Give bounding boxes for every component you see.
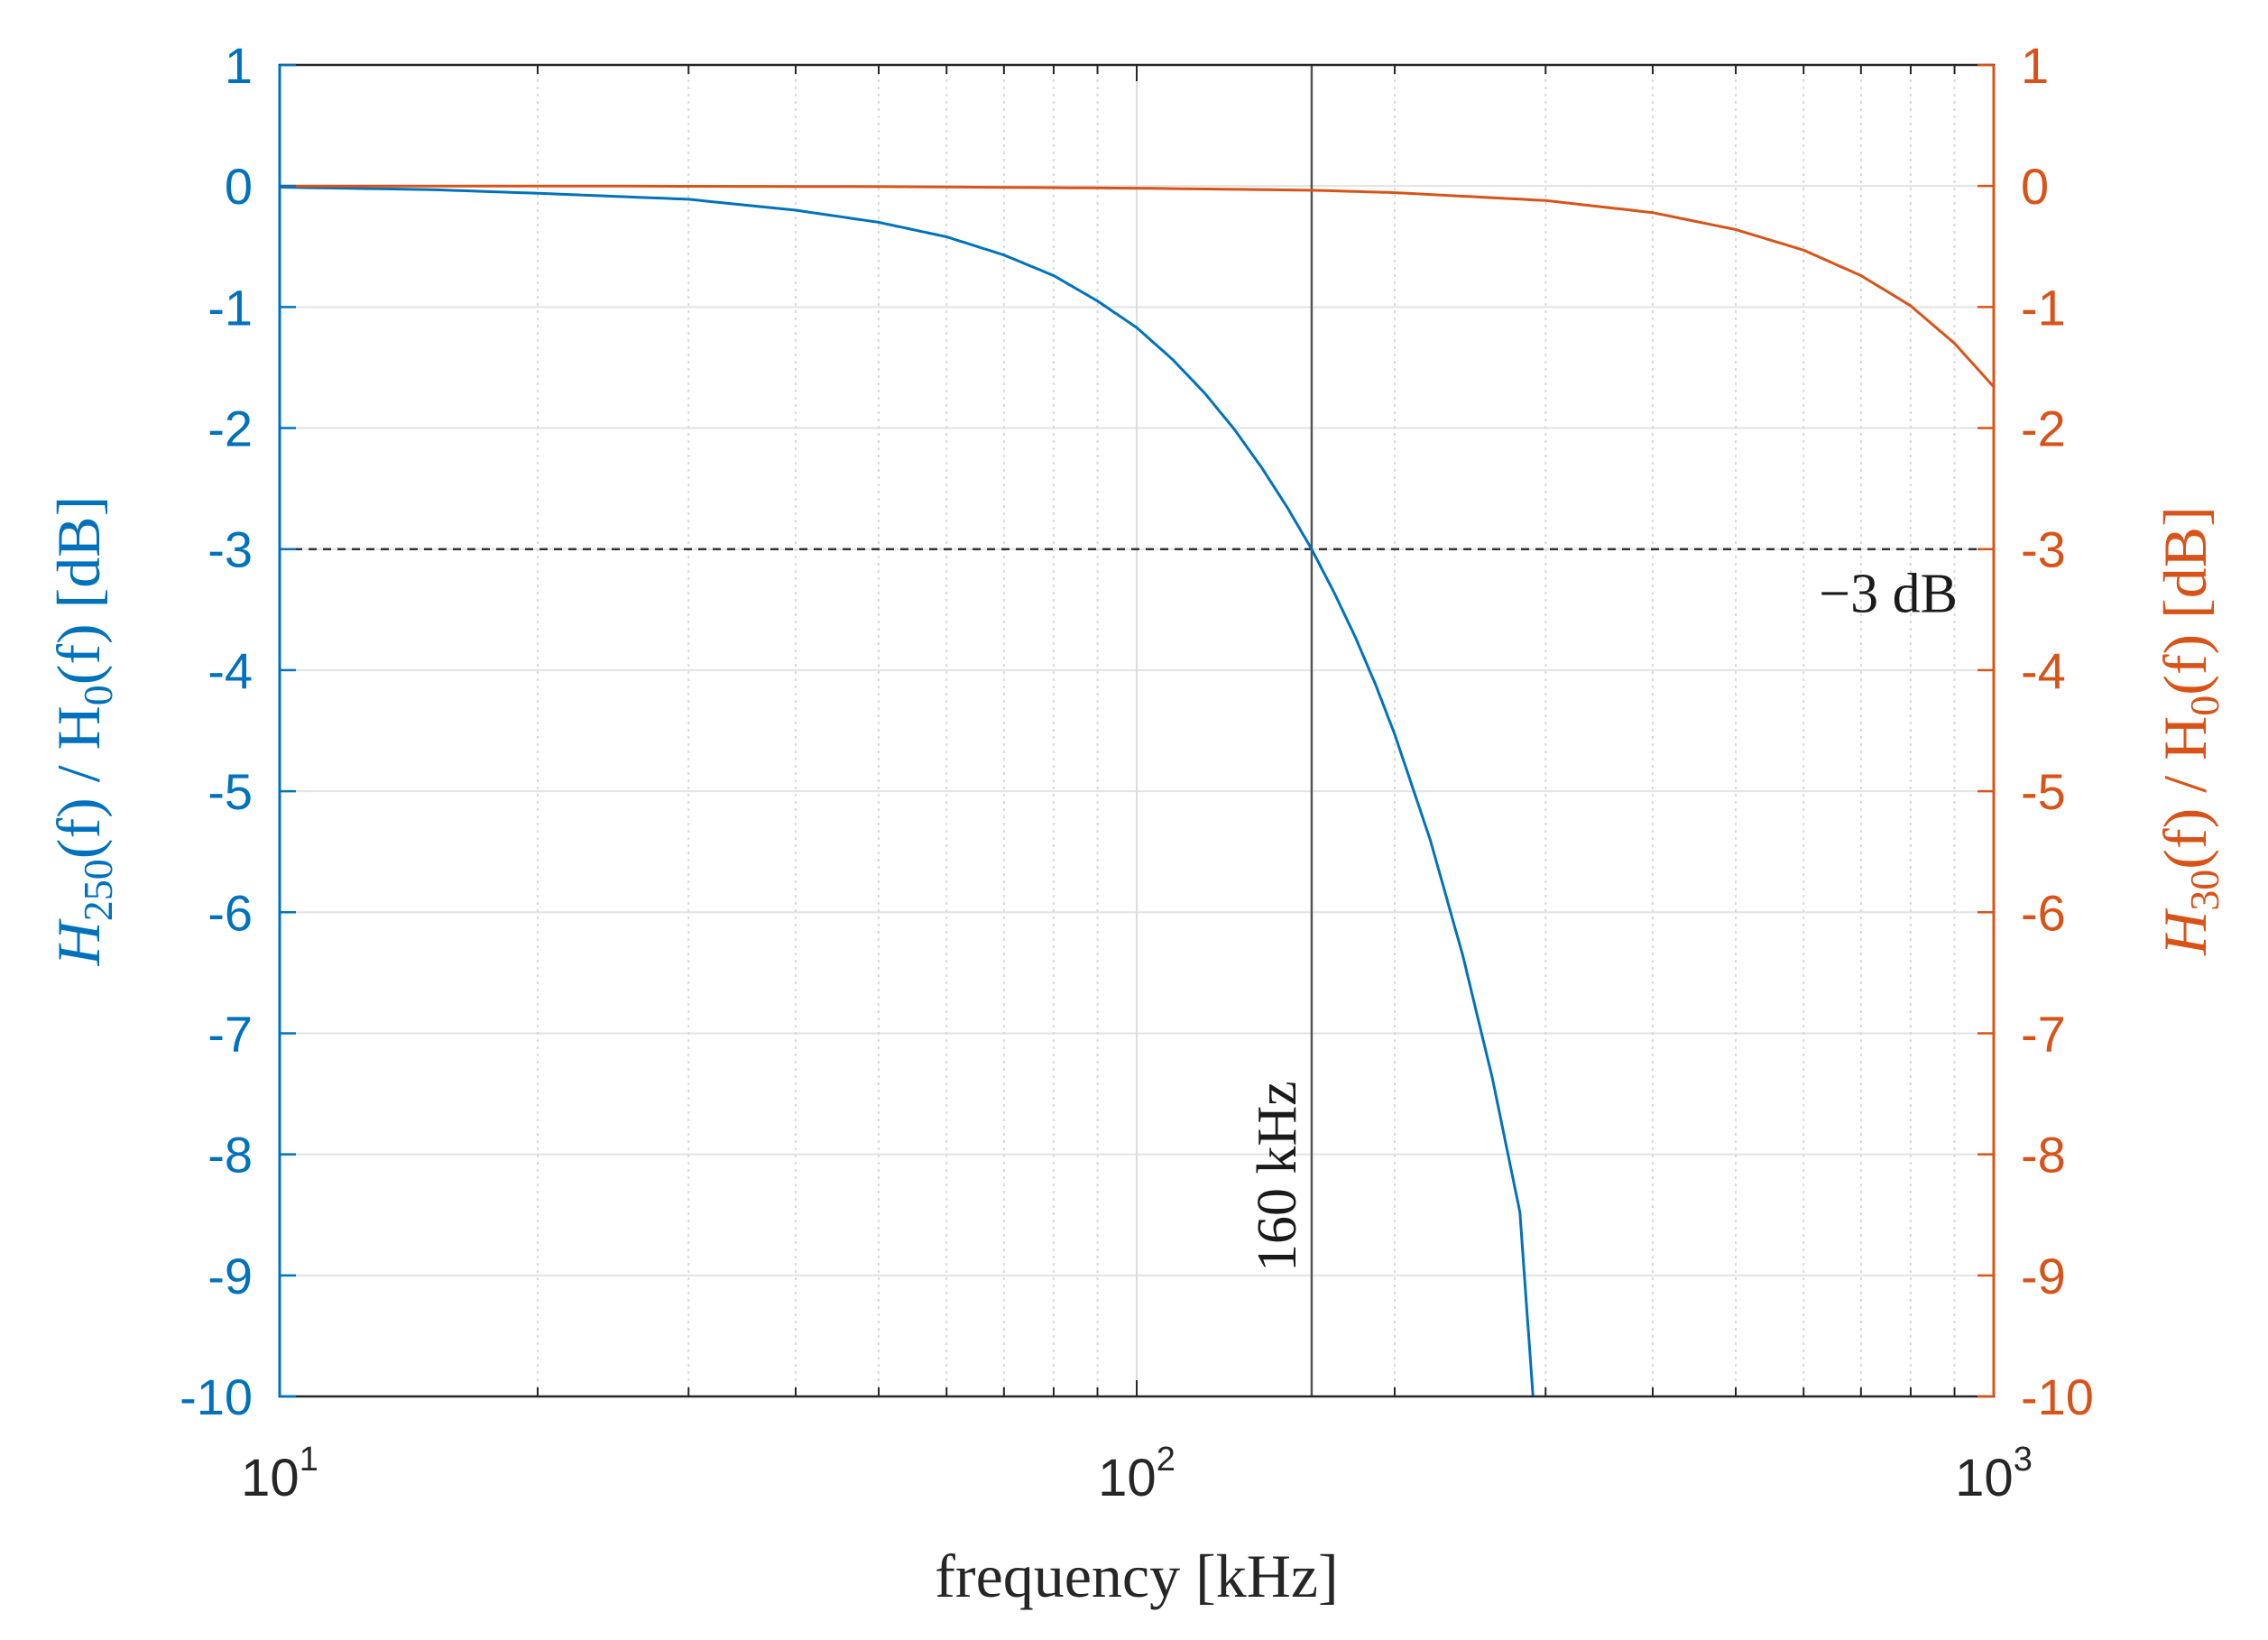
- y-axis-left: 1 0 -1 -2 -3 -4 -5 -6 -7 -8 -9 -10: [180, 37, 296, 1425]
- annotation-minus3db: −3 dB: [1819, 564, 1958, 625]
- y-tick-label-right: -5: [2021, 763, 2066, 820]
- y-tick-label-left: 0: [225, 158, 253, 215]
- y-tick-label-right: -1: [2021, 279, 2066, 336]
- series-h250: [279, 186, 1535, 1397]
- annotations: −3 dB 160 kHz: [1247, 564, 1958, 1272]
- y-tick-label-left: -8: [207, 1127, 253, 1184]
- y-tick-label-left: -1: [207, 279, 253, 336]
- y-tick-label-left: -7: [207, 1005, 253, 1062]
- axis-labels: frequency [kHz] H250(f) / H0(f) [dB] H30(f…: [44, 496, 2227, 1610]
- y-tick-label-left: -5: [207, 763, 253, 820]
- y-tick-label-right: -3: [2021, 521, 2066, 578]
- y-tick-label-left: -3: [207, 521, 253, 578]
- y-tick-label-right: 1: [2021, 37, 2049, 94]
- x-axis: 101 102 103: [241, 65, 2033, 1507]
- y-tick-label-left: -9: [207, 1248, 253, 1304]
- x-tick-label: 103: [1955, 1441, 2033, 1507]
- y-tick-label-right: -4: [2021, 642, 2066, 699]
- y-axis-label-right: H30(f) / H0(f) [dB]: [2151, 506, 2227, 956]
- y-axis-right: 1 0 -1 -2 -3 -4 -5 -6 -7 -8 -9 -10: [1978, 37, 2094, 1425]
- x-axis-label: frequency [kHz]: [935, 1542, 1338, 1610]
- y-tick-label-right: -9: [2021, 1248, 2066, 1304]
- y-tick-label-right: -7: [2021, 1005, 2066, 1062]
- y-axis-label-left: H250(f) / H0(f) [dB]: [44, 496, 121, 967]
- y-tick-label-left: -6: [207, 884, 253, 941]
- x-tick-label: 102: [1098, 1441, 1175, 1507]
- annotation-160khz: 160 kHz: [1247, 1081, 1308, 1272]
- y-tick-label-right: -8: [2021, 1127, 2066, 1184]
- y-tick-label-left: -2: [207, 401, 253, 457]
- y-tick-label-right: -2: [2021, 401, 2066, 457]
- y-tick-label-left: -4: [207, 642, 253, 699]
- y-tick-label-right: -10: [2021, 1368, 2094, 1425]
- x-tick-label: 101: [241, 1441, 318, 1507]
- series-layer: [279, 184, 1996, 1397]
- y-tick-label-left: -10: [180, 1368, 253, 1425]
- series-h30: [280, 184, 1996, 388]
- y-tick-label-right: 0: [2021, 158, 2049, 215]
- grid: [280, 64, 1994, 1397]
- y-tick-label-right: -6: [2021, 884, 2066, 941]
- y-tick-label-left: 1: [225, 37, 253, 94]
- reference-lines: [280, 65, 1994, 1396]
